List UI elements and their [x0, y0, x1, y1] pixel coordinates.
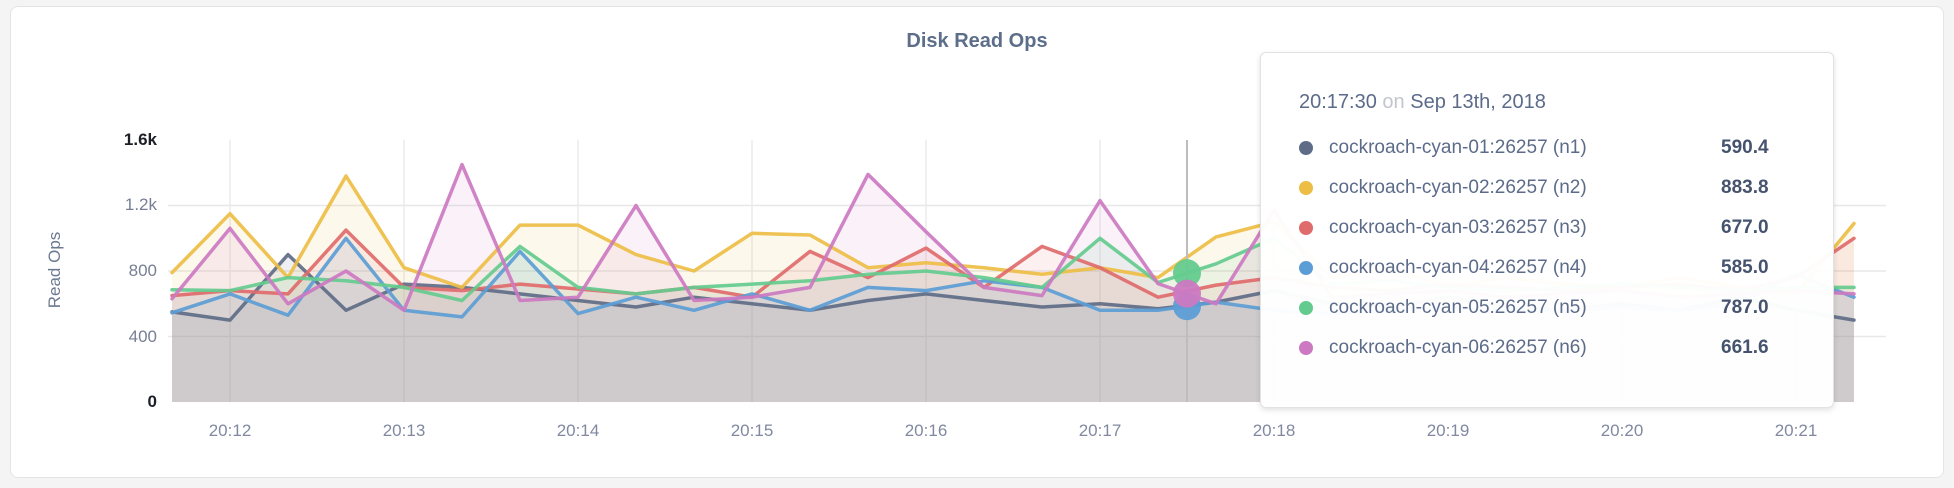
tooltip-row-n5: cockroach-cyan-05:26257 (n5) 787.0	[1295, 288, 1799, 328]
tooltip-row-n3: cockroach-cyan-03:26257 (n3) 677.0	[1295, 208, 1799, 248]
series-label-n6: cockroach-cyan-06:26257 (n6)	[1329, 337, 1587, 358]
y-tick-400: 400	[128, 327, 157, 346]
x-tick-2019: 20:19	[1426, 421, 1470, 440]
series-label-n4: cockroach-cyan-04:26257 (n4)	[1329, 257, 1587, 278]
series-value-n4: 585.0	[1721, 257, 1769, 278]
tooltip-row-n4: cockroach-cyan-04:26257 (n4) 585.0	[1295, 248, 1799, 288]
hover-point	[1173, 259, 1201, 288]
tooltip-date: Sep 13th, 2018	[1410, 91, 1546, 113]
hover-tooltip: 20:17:30 on Sep 13th, 2018 cockroach-cya…	[1260, 52, 1834, 408]
series-dot-n5-icon	[1299, 301, 1313, 315]
series-dot-n6-icon	[1299, 341, 1313, 355]
tooltip-separator: on	[1382, 91, 1405, 113]
x-tick-2020: 20:20	[1600, 421, 1644, 440]
tooltip-row-n6: cockroach-cyan-06:26257 (n6) 661.6	[1295, 328, 1799, 368]
x-tick-2012: 20:12	[208, 421, 252, 440]
y-tick-1200: 1.2k	[124, 195, 157, 214]
x-tick-2015: 20:15	[730, 421, 774, 440]
y-tick-0: 0	[147, 392, 157, 411]
series-label-n5: cockroach-cyan-05:26257 (n5)	[1329, 297, 1587, 318]
x-tick-2017: 20:17	[1078, 421, 1122, 440]
y-tick-800: 800	[128, 261, 157, 280]
series-value-n2: 883.8	[1721, 177, 1769, 198]
series-dot-n4-icon	[1299, 261, 1313, 275]
series-label-n1: cockroach-cyan-01:26257 (n1)	[1329, 137, 1587, 158]
series-label-n2: cockroach-cyan-02:26257 (n2)	[1329, 177, 1587, 198]
series-dot-n2-icon	[1299, 181, 1313, 195]
x-tick-2021: 20:21	[1774, 421, 1818, 440]
x-tick-2014: 20:14	[556, 421, 600, 440]
series-value-n1: 590.4	[1721, 137, 1769, 158]
chart-title: Disk Read Ops	[906, 30, 1048, 52]
tooltip-header: 20:17:30 on Sep 13th, 2018	[1299, 91, 1799, 114]
series-label-n3: cockroach-cyan-03:26257 (n3)	[1329, 217, 1587, 238]
series-value-n6: 661.6	[1721, 337, 1769, 358]
series-dot-n1-icon	[1299, 141, 1313, 155]
y-tick-1600: 1.6k	[123, 130, 157, 149]
series-dot-n3-icon	[1299, 221, 1313, 235]
hover-point	[1173, 279, 1201, 308]
x-tick-2013: 20:13	[382, 421, 426, 440]
tooltip-row-n2: cockroach-cyan-02:26257 (n2) 883.8	[1295, 168, 1799, 208]
x-tick-2018: 20:18	[1252, 421, 1296, 440]
tooltip-time: 20:17:30	[1299, 91, 1377, 113]
series-value-n3: 677.0	[1721, 217, 1769, 238]
x-tick-2016: 20:16	[904, 421, 948, 440]
series-value-n5: 787.0	[1721, 297, 1769, 318]
tooltip-row-n1: cockroach-cyan-01:26257 (n1) 590.4	[1295, 128, 1799, 168]
